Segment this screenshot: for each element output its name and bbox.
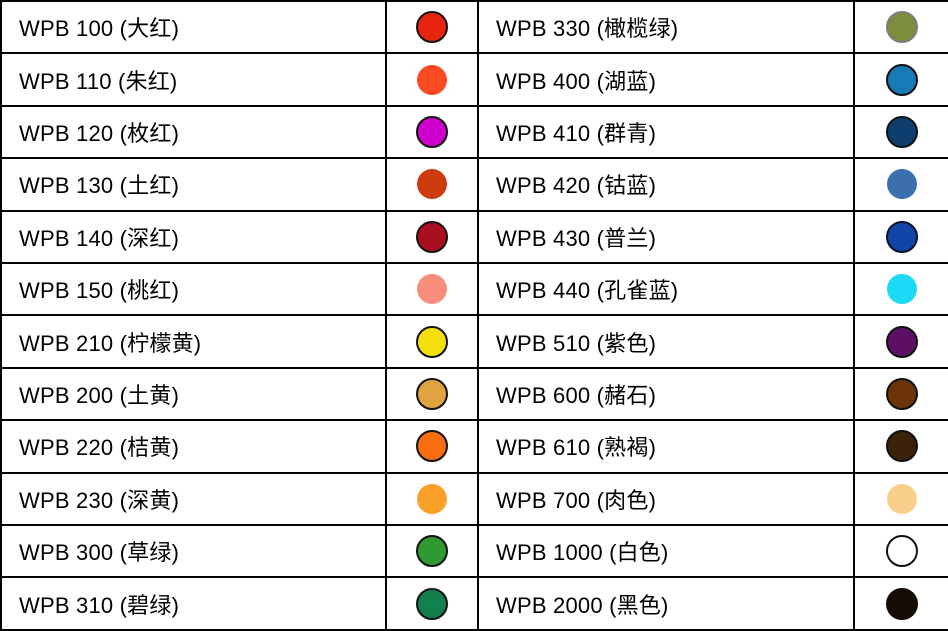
color-swatch-cell bbox=[385, 0, 479, 55]
color-code-label: WPB 150 (桃红) bbox=[0, 262, 387, 317]
table-row: WPB 150 (桃红) WPB 440 (孔雀蓝) bbox=[0, 262, 948, 317]
color-swatch-cell bbox=[385, 419, 479, 474]
color-swatch-cell bbox=[853, 419, 948, 474]
color-swatch-icon bbox=[416, 430, 448, 463]
color-code-label: WPB 130 (土红) bbox=[0, 157, 387, 212]
color-code-label: WPB 200 (土黄) bbox=[0, 366, 387, 422]
color-swatch-cell bbox=[385, 157, 479, 212]
table-row: WPB 100 (大红) WPB 330 (橄榄绿) bbox=[0, 0, 948, 55]
color-code-label: WPB 310 (碧绿) bbox=[0, 576, 387, 631]
color-code-label: WPB 110 (朱红) bbox=[0, 52, 387, 107]
color-swatch-cell bbox=[385, 262, 479, 317]
color-swatch-icon bbox=[416, 220, 448, 253]
color-swatch-cell bbox=[853, 524, 948, 579]
color-code-label: WPB 330 (橄榄绿) bbox=[477, 0, 855, 55]
table-row: WPB 140 (深红) WPB 430 (普兰) bbox=[0, 209, 948, 265]
color-code-label: WPB 140 (深红) bbox=[0, 209, 387, 265]
color-swatch-cell bbox=[385, 524, 479, 579]
color-swatch-cell bbox=[853, 104, 948, 160]
color-swatch-icon bbox=[417, 169, 447, 200]
color-code-label: WPB 610 (熟褐) bbox=[477, 419, 855, 474]
color-swatch-cell bbox=[853, 157, 948, 212]
table-row: WPB 110 (朱红) WPB 400 (湖蓝) bbox=[0, 52, 948, 107]
table-row: WPB 230 (深黄) WPB 700 (肉色) bbox=[0, 471, 948, 527]
color-code-label: WPB 400 (湖蓝) bbox=[477, 52, 855, 107]
color-swatch-cell bbox=[853, 209, 948, 265]
color-code-label: WPB 600 (赭石) bbox=[477, 366, 855, 422]
color-swatch-icon bbox=[886, 274, 917, 305]
color-code-label: WPB 430 (普兰) bbox=[477, 209, 855, 265]
color-swatch-icon bbox=[416, 378, 448, 411]
color-code-label: WPB 420 (钴蓝) bbox=[477, 157, 855, 212]
color-swatch-icon bbox=[416, 11, 448, 44]
color-swatch-icon bbox=[416, 325, 448, 358]
color-swatch-cell bbox=[853, 52, 948, 107]
table-row: WPB 300 (草绿) WPB 1000 (白色) bbox=[0, 524, 948, 579]
table-row: WPB 130 (土红) WPB 420 (钴蓝) bbox=[0, 157, 948, 212]
color-code-label: WPB 440 (孔雀蓝) bbox=[477, 262, 855, 317]
color-swatch-cell bbox=[385, 576, 479, 631]
color-code-label: WPB 220 (桔黄) bbox=[0, 419, 387, 474]
table-row: WPB 120 (枚红) WPB 410 (群青) bbox=[0, 104, 948, 160]
color-swatch-cell bbox=[853, 0, 948, 55]
color-swatch-icon bbox=[885, 430, 918, 463]
color-swatch-cell bbox=[853, 471, 948, 527]
color-swatch-icon bbox=[417, 64, 447, 95]
color-swatch-icon bbox=[886, 169, 917, 200]
table-row: WPB 220 (桔黄) WPB 610 (熟褐) bbox=[0, 419, 948, 474]
color-code-label: WPB 510 (紫色) bbox=[477, 314, 855, 369]
color-code-label: WPB 230 (深黄) bbox=[0, 471, 387, 527]
color-swatch-icon bbox=[886, 483, 917, 514]
color-code-label: WPB 100 (大红) bbox=[0, 0, 387, 55]
color-swatch-cell bbox=[385, 52, 479, 107]
color-swatch-icon bbox=[885, 535, 918, 568]
color-code-label: WPB 300 (草绿) bbox=[0, 524, 387, 579]
color-swatch-cell bbox=[385, 366, 479, 422]
color-swatch-icon bbox=[417, 274, 447, 305]
color-swatch-icon bbox=[885, 378, 918, 411]
color-swatch-icon bbox=[885, 63, 918, 96]
color-swatch-cell bbox=[385, 209, 479, 265]
color-swatch-icon bbox=[885, 220, 918, 253]
color-swatch-icon bbox=[885, 11, 918, 44]
color-swatch-icon bbox=[885, 116, 918, 149]
color-code-label: WPB 410 (群青) bbox=[477, 104, 855, 160]
color-swatch-icon bbox=[417, 483, 447, 514]
color-swatch-icon bbox=[416, 587, 448, 620]
table-row: WPB 310 (碧绿) WPB 2000 (黑色) bbox=[0, 576, 948, 631]
color-swatch-cell bbox=[385, 314, 479, 369]
color-swatch-cell bbox=[853, 366, 948, 422]
color-swatch-icon bbox=[885, 325, 918, 358]
color-code-label: WPB 2000 (黑色) bbox=[477, 576, 855, 631]
color-swatch-icon bbox=[416, 116, 448, 149]
color-swatch-cell bbox=[853, 576, 948, 631]
color-swatch-cell bbox=[853, 262, 948, 317]
table-row: WPB 200 (土黄) WPB 600 (赭石) bbox=[0, 366, 948, 422]
color-swatch-icon bbox=[416, 535, 448, 568]
color-code-label: WPB 1000 (白色) bbox=[477, 524, 855, 579]
color-swatch-cell bbox=[385, 471, 479, 527]
table-row: WPB 210 (柠檬黄) WPB 510 (紫色) bbox=[0, 314, 948, 369]
color-swatch-icon bbox=[885, 587, 918, 620]
color-code-label: WPB 120 (枚红) bbox=[0, 104, 387, 160]
color-swatch-cell bbox=[853, 314, 948, 369]
color-code-label: WPB 210 (柠檬黄) bbox=[0, 314, 387, 369]
color-swatch-cell bbox=[385, 104, 479, 160]
color-code-label: WPB 700 (肉色) bbox=[477, 471, 855, 527]
